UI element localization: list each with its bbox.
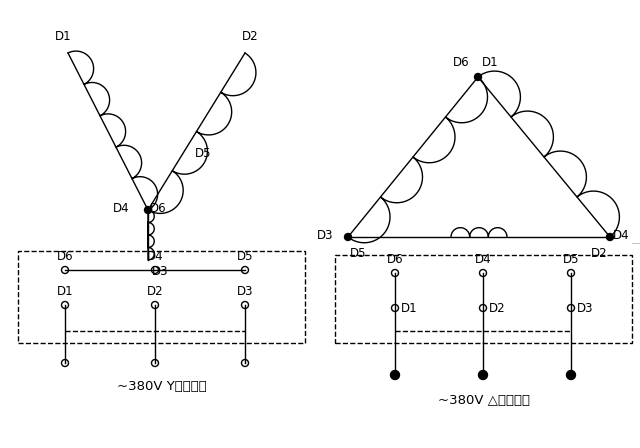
Text: D4: D4 <box>113 202 130 215</box>
Circle shape <box>390 370 399 379</box>
Text: D3: D3 <box>152 265 168 278</box>
Text: D2: D2 <box>242 30 259 43</box>
Text: D3: D3 <box>237 285 253 298</box>
Text: D2: D2 <box>147 285 163 298</box>
Text: D3: D3 <box>577 302 593 314</box>
Bar <box>335 255 632 343</box>
Text: D6: D6 <box>150 202 166 215</box>
Text: D6: D6 <box>387 253 403 266</box>
Circle shape <box>145 207 152 214</box>
Text: D1: D1 <box>482 56 499 69</box>
Text: D4: D4 <box>475 253 492 266</box>
Text: D3: D3 <box>317 228 333 241</box>
Circle shape <box>607 233 614 241</box>
Circle shape <box>474 73 481 81</box>
Text: ~380V △形接线法: ~380V △形接线法 <box>438 393 529 406</box>
Text: D5: D5 <box>563 253 579 266</box>
Text: ~380V Y形接线法: ~380V Y形接线法 <box>116 380 206 393</box>
Text: D6: D6 <box>453 56 470 69</box>
Circle shape <box>566 370 575 379</box>
Circle shape <box>479 370 488 379</box>
Text: D4: D4 <box>147 250 163 263</box>
Text: D5: D5 <box>237 250 253 263</box>
Text: D2: D2 <box>590 247 607 260</box>
Text: D1: D1 <box>57 285 74 298</box>
Text: D5: D5 <box>350 247 367 260</box>
Text: D5: D5 <box>195 146 211 159</box>
Text: D6: D6 <box>57 250 74 263</box>
Text: D4: D4 <box>613 228 630 241</box>
Bar <box>18 251 305 343</box>
Circle shape <box>344 233 351 241</box>
Text: D2: D2 <box>489 302 506 314</box>
Text: D1: D1 <box>401 302 418 314</box>
Text: D1: D1 <box>54 30 71 43</box>
